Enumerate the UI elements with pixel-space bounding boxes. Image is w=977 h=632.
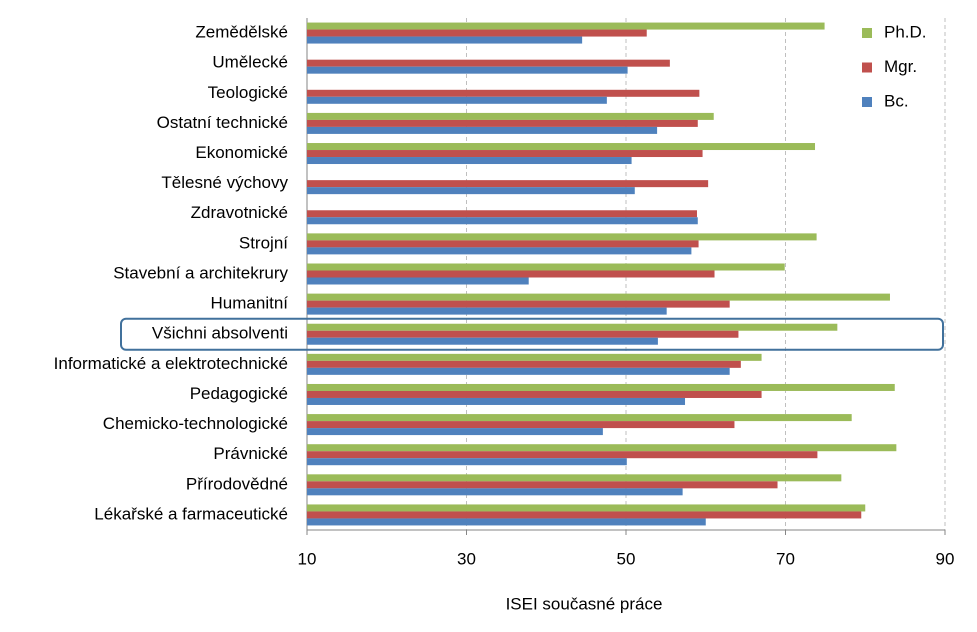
bar [307,474,842,482]
bar [307,330,739,338]
highlight-box [120,317,944,351]
legend-swatch [862,97,872,107]
bar [307,210,697,218]
bar [307,263,785,271]
y-tick-label: Stavební a architekrury [113,263,288,282]
x-tick-label: 70 [776,549,795,568]
y-tick-label: Pedagogické [190,384,288,403]
y-tick-label: Právnické [213,444,288,463]
bar [307,293,890,301]
bar [307,157,632,165]
bar [307,187,635,195]
bar [307,390,762,398]
y-tick-label: Ostatní technické [157,113,288,132]
y-tick-label: Zdravotnické [191,203,288,222]
bar [307,22,825,30]
bar [307,353,762,361]
y-tick-label: Humanitní [211,294,289,313]
x-axis-label: ISEI současné práce [506,594,663,613]
y-tick-label: Teologické [208,83,288,102]
bar [307,217,698,225]
bar [307,414,852,422]
y-tick-label: Informatické a elektrotechnické [54,354,288,373]
bar [307,180,709,188]
bar [307,36,583,44]
bar [307,397,686,405]
y-tick-label: Tělesné výchovy [161,173,288,192]
bar [307,89,700,97]
legend-swatch [862,62,872,73]
bar [307,518,706,526]
legend-label: Bc. [884,91,909,110]
bar [307,383,895,391]
bar [307,421,735,429]
x-tick-label: 30 [457,549,476,568]
y-tick-label: Zemědělské [195,23,288,42]
bar [307,488,683,496]
legend-swatch [862,28,872,38]
bar [307,504,866,512]
bar [307,428,603,436]
bar [307,240,699,248]
y-tick-label: Umělecké [212,53,288,72]
x-tick-label: 10 [298,549,317,568]
bar [307,444,897,452]
bar [307,66,628,74]
x-tick-label: 50 [617,549,636,568]
bar [307,270,715,278]
bar [307,300,730,308]
legend-label: Ph.D. [884,22,927,41]
y-tick-label: Všichni absolventi [152,324,288,343]
bar [307,481,778,489]
y-tick-label: Přírodovědné [186,474,288,493]
bar [307,247,692,255]
y-tick-label: Ekonomické [195,143,288,162]
bar [307,277,529,285]
bar [307,112,714,120]
bar [307,59,670,67]
bar [307,29,647,37]
bar [307,150,703,158]
bar [307,458,627,466]
x-tick-label: 90 [936,549,955,568]
bar [307,337,658,345]
bar [307,119,698,127]
bar [307,233,817,241]
bar [307,451,818,459]
bar [307,360,741,368]
y-tick-label: Strojní [239,233,288,252]
bar [307,323,838,331]
bar [307,96,607,104]
bar [307,126,658,134]
y-tick-label: Lékařské a farmaceutické [94,504,288,523]
bar [307,511,862,519]
y-tick-label: Chemicko-technologické [103,414,288,433]
bar [307,143,816,151]
bar [307,367,730,375]
bar [307,307,667,315]
legend-label: Mgr. [884,57,917,76]
